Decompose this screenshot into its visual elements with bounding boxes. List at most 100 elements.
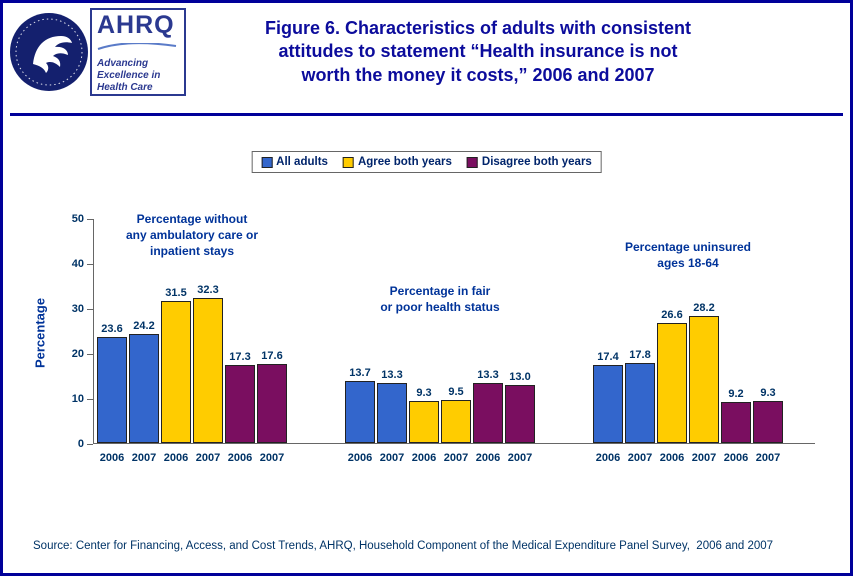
legend-swatch-icon [342, 156, 354, 168]
bar-value-label: 23.6 [101, 322, 123, 335]
bar-value-label: 9.3 [416, 387, 432, 400]
legend-swatch-icon [261, 156, 273, 168]
bar-disagree-both-years-2007 [257, 363, 287, 443]
x-axis-year-label: 2006 [475, 452, 501, 464]
x-axis-year-label: 2007 [443, 452, 469, 464]
bar-slot: 23.6 2006 [97, 323, 127, 464]
ahrq-logo-text: AHRQ [97, 11, 175, 39]
bar-slot: 17.4 2006 [593, 351, 623, 464]
bar-value-label: 31.5 [165, 287, 187, 300]
bar-value-label: 17.6 [261, 349, 283, 362]
x-axis-year-label: 2007 [627, 452, 653, 464]
bar-slot: 17.3 2006 [225, 351, 255, 464]
hhs-seal-icon [8, 8, 90, 96]
y-axis-tick-label: 50 [71, 213, 84, 225]
x-axis-year-label: 2006 [595, 452, 621, 464]
bar-slot: 9.2 2006 [721, 388, 751, 464]
bar-slot: 31.5 2006 [161, 287, 191, 464]
agency-logos: AHRQ Advancing Excellence in Health Care [8, 8, 186, 96]
bar-all-adults-2006 [97, 336, 127, 443]
bar-slot: 13.7 2006 [345, 367, 375, 464]
x-axis-year-label: 2006 [659, 452, 685, 464]
bar-value-label: 32.3 [197, 283, 219, 296]
bar-agree-both-years-2006 [657, 323, 687, 443]
bar-disagree-both-years-2006 [473, 383, 503, 443]
bar-slot: 17.6 2007 [257, 350, 287, 464]
x-axis-year-label: 2007 [507, 452, 533, 464]
x-axis-year-label: 2007 [195, 452, 221, 464]
ahrq-logo: AHRQ Advancing Excellence in Health Care [90, 8, 186, 96]
bar-all-adults-2007 [129, 334, 159, 443]
y-axis-tick-mark [87, 353, 93, 355]
source-note: Source: Center for Financing, Access, an… [33, 540, 774, 552]
y-axis-tick-label: 30 [71, 303, 84, 315]
y-axis-tick-label: 20 [71, 348, 84, 360]
x-axis-year-label: 2006 [99, 452, 125, 464]
legend-label: All adults [276, 156, 328, 168]
bar-all-adults-2007 [625, 362, 655, 443]
bar-group: Percentage in fair or poor health status… [345, 219, 535, 464]
bar-value-label: 9.3 [760, 387, 776, 400]
bar-slot: 9.3 2007 [753, 387, 783, 464]
x-axis-year-label: 2007 [691, 452, 717, 464]
bar-value-label: 13.0 [509, 370, 531, 383]
group-caption: Percentage uninsured ages 18-64 [624, 240, 752, 271]
y-axis-tick: 30 [68, 303, 93, 315]
bar-group: Percentage uninsured ages 18-64 17.4 2006 1… [593, 219, 783, 464]
legend-item: All adults [261, 156, 328, 168]
bar-value-label: 9.5 [448, 386, 464, 399]
ahrq-tagline: Advancing Excellence in Health Care [97, 58, 161, 93]
legend-item: Disagree both years [466, 156, 592, 168]
y-axis: 0 10 20 30 40 50 [41, 213, 93, 450]
bar-slot: 13.3 2006 [473, 369, 503, 464]
y-axis-tick-mark [87, 263, 93, 265]
bar-agree-both-years-2007 [193, 297, 223, 443]
bar-slot: 24.2 2007 [129, 320, 159, 464]
chart-legend: All adults Agree both years Disagree both … [251, 151, 602, 173]
bar-agree-both-years-2007 [441, 400, 471, 443]
bar-all-adults-2007 [377, 383, 407, 443]
bar-value-label: 13.7 [349, 367, 371, 380]
bar-value-label: 13.3 [381, 369, 403, 382]
y-axis-tick: 40 [68, 258, 93, 270]
header-divider [10, 113, 843, 116]
legend-label: Disagree both years [481, 156, 592, 168]
bar-set: 17.4 2006 17.8 2007 26.6 2006 28.2 2007 9.2 2006 9… [593, 302, 783, 464]
bar-all-adults-2006 [345, 381, 375, 443]
x-axis-year-label: 2007 [379, 452, 405, 464]
x-axis-year-label: 2007 [755, 452, 781, 464]
bar-set: 23.6 2006 24.2 2007 31.5 2006 32.3 2007 17.3 2006… [97, 284, 287, 464]
bar-value-label: 13.3 [477, 369, 499, 382]
bar-slot: 28.2 2007 [689, 302, 719, 464]
y-axis-tick-mark [87, 398, 93, 400]
bar-value-label: 17.3 [229, 351, 251, 364]
x-axis-year-label: 2007 [259, 452, 285, 464]
y-axis-tick: 10 [68, 393, 93, 405]
bar-value-label: 17.4 [597, 350, 619, 363]
x-axis-year-label: 2006 [411, 452, 437, 464]
plot-area: Percentage without any ambulatory care o… [93, 212, 815, 464]
bar-disagree-both-years-2007 [753, 401, 783, 443]
bar-slot: 26.6 2006 [657, 309, 687, 464]
y-axis-tick-label: 0 [77, 438, 84, 450]
y-axis-tick-mark [87, 308, 93, 310]
bar-all-adults-2006 [593, 364, 623, 443]
ahrq-swoosh-icon [97, 38, 179, 56]
bar-slot: 9.5 2007 [441, 386, 471, 464]
bar-disagree-both-years-2007 [505, 384, 535, 443]
bar-disagree-both-years-2006 [721, 401, 751, 443]
bar-agree-both-years-2006 [161, 301, 191, 443]
y-axis-tick-mark [87, 218, 93, 220]
bar-slot: 13.0 2007 [505, 371, 535, 464]
y-axis-tick-label: 40 [71, 258, 84, 270]
y-axis-tick: 20 [68, 348, 93, 360]
bar-value-label: 9.2 [728, 387, 744, 400]
bar-slot: 17.8 2007 [625, 349, 655, 464]
bar-slot: 32.3 2007 [193, 284, 223, 464]
y-axis-tick-mark [87, 443, 93, 445]
group-caption: Percentage without any ambulatory care o… [125, 212, 259, 259]
y-axis-tick: 50 [68, 213, 93, 225]
bar-set: 13.7 2006 13.3 2007 9.3 2006 9.5 2007 13.3 2006 13… [345, 367, 535, 464]
bar-group: Percentage without any ambulatory care o… [97, 212, 287, 464]
